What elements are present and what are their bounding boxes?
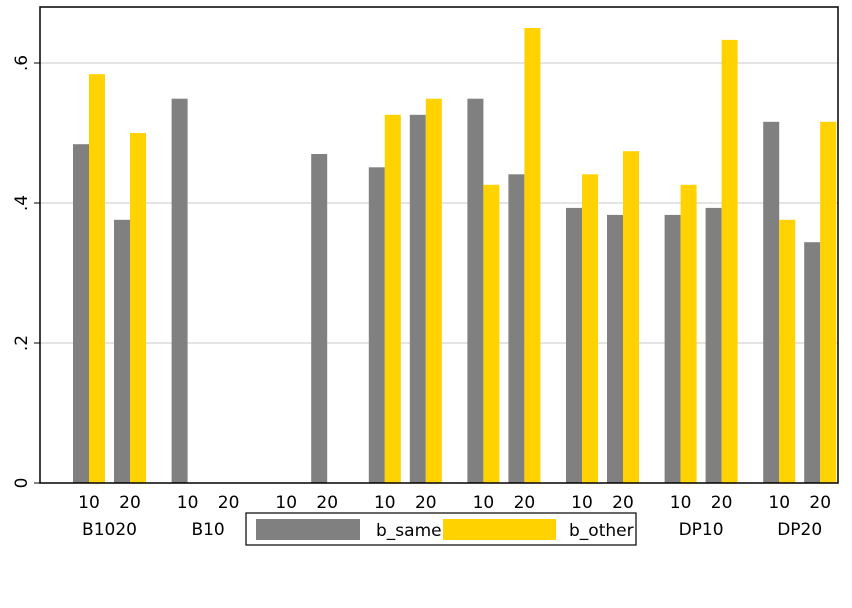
bar — [384, 114, 401, 484]
x-subcategory-label: 20 — [711, 493, 733, 513]
bar — [820, 121, 837, 484]
bar — [607, 214, 623, 483]
legend-label: b_other — [569, 521, 634, 541]
bar — [130, 133, 146, 483]
bar — [508, 174, 525, 484]
legend-swatch — [443, 519, 556, 540]
x-category-label: DP20 — [777, 520, 822, 540]
bar — [804, 242, 821, 483]
bar — [409, 114, 426, 484]
bar — [425, 98, 442, 483]
bar — [311, 154, 328, 483]
x-subcategory-label: 10 — [670, 493, 692, 513]
x-subcategory-label: 10 — [78, 493, 100, 513]
bar — [721, 39, 738, 484]
x-subcategory-label: 10 — [374, 493, 396, 513]
bar — [623, 151, 639, 483]
x-subcategory-label: 20 — [514, 493, 536, 513]
bar — [779, 219, 796, 484]
bar — [664, 214, 681, 483]
x-subcategory-label: 20 — [612, 493, 634, 513]
legend-label: b_same — [376, 521, 442, 541]
x-subcategory-label: 10 — [768, 493, 790, 513]
bar — [89, 74, 105, 483]
plot-frame — [39, 6, 839, 484]
x-subcategory-label: 10 — [177, 493, 199, 513]
x-subcategory-label: 20 — [119, 493, 141, 513]
x-subcategory-label: 20 — [415, 493, 437, 513]
x-subcategory-label: 10 — [571, 493, 593, 513]
bar — [114, 219, 130, 484]
bar — [171, 98, 188, 483]
bar — [524, 28, 541, 483]
x-subcategory-label: 20 — [316, 493, 338, 513]
y-tick-label: .2 — [12, 335, 32, 351]
bar — [582, 174, 598, 484]
x-category-label: DP10 — [679, 520, 724, 540]
legend-swatch — [256, 519, 360, 540]
bar — [467, 98, 484, 483]
x-category-label: B10 — [191, 520, 224, 540]
bar — [705, 207, 722, 483]
x-subcategory-label: 10 — [275, 493, 297, 513]
bar — [763, 121, 780, 484]
y-tick-label: .6 — [12, 55, 32, 71]
x-subcategory-label: 10 — [473, 493, 495, 513]
bar — [73, 144, 89, 483]
y-tick-label: 0 — [12, 478, 32, 489]
bar — [483, 184, 500, 484]
x-category-label: B1020 — [82, 520, 137, 540]
x-subcategory-label: 20 — [218, 493, 240, 513]
y-tick-label: .4 — [12, 195, 32, 211]
x-subcategory-label: 20 — [809, 493, 831, 513]
bar — [566, 207, 582, 483]
bar — [368, 167, 385, 484]
bar — [680, 184, 697, 484]
